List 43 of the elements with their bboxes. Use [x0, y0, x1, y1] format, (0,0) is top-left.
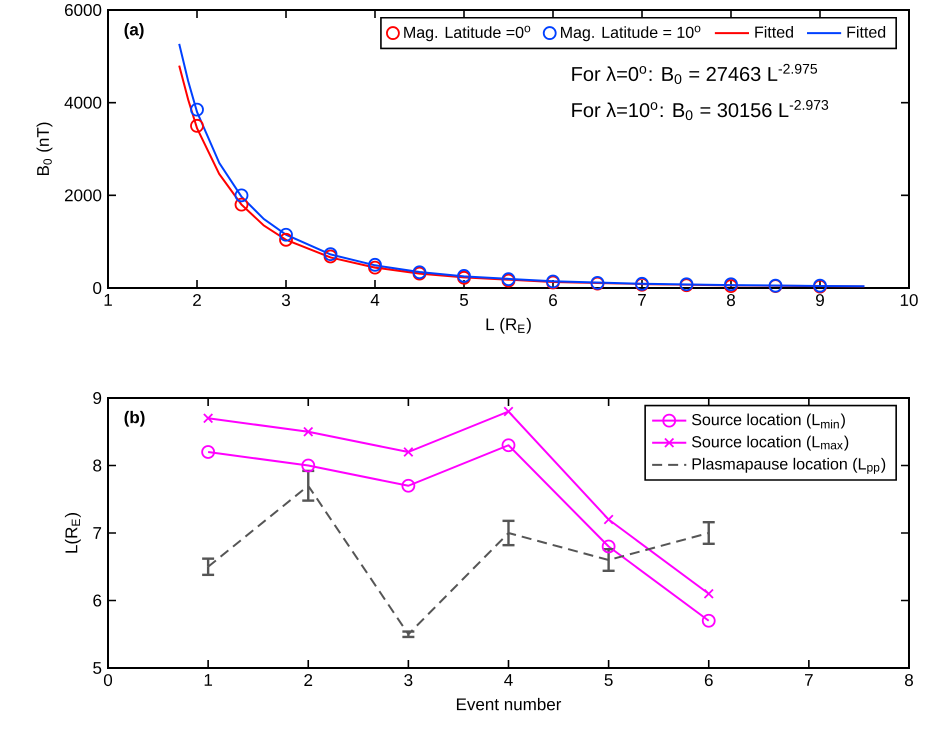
x-tick-label: 5	[460, 294, 468, 306]
legend-label: Fitted	[847, 26, 886, 38]
y-tick-label: 6000	[65, 4, 102, 16]
x-tick-label: 1	[204, 674, 212, 686]
x-tick-label: 7	[638, 294, 646, 306]
y-tick-label: 6	[93, 594, 102, 607]
y-tick-label: 4000	[64, 96, 102, 109]
x-tick-label: 4	[370, 294, 380, 306]
y-tick-label: 8	[93, 460, 102, 472]
x-axis-title: L (R$_{E}$)	[486, 318, 531, 334]
x-tick-label: 3	[404, 674, 412, 686]
annotation: For λ=0$^{o}$: B$_{0}$ = 27463 L$^{-2.975}$	[572, 64, 818, 84]
x-tick-label: 5	[604, 674, 613, 686]
annotation: For λ=10$^{o}$: B$_{0}$ = 30156 L$^{-2.973}$	[572, 100, 828, 120]
x-tick-label: 2	[193, 294, 201, 306]
legend-label: Source location (L$_{min}$)	[692, 414, 845, 428]
x-tick-label: 1	[104, 294, 112, 306]
y-tick-label: 2000	[64, 189, 102, 202]
x-axis-title: Event number	[456, 698, 562, 710]
x-tick-label: 6	[704, 674, 713, 686]
x-tick-label: 4	[504, 674, 513, 686]
x-tick-label: 0	[104, 674, 112, 686]
y-axis-title: B$_{0}$ (nT)	[36, 122, 52, 176]
x-tick-label: 8	[727, 294, 735, 306]
annotation: (a)	[124, 23, 144, 39]
legend-label: Mag. Latitude =0$^{o}$	[404, 26, 530, 42]
x-tick-label: 2	[304, 674, 312, 686]
y-axis-title: L(R$_{E}$)	[64, 513, 81, 553]
y-tick-label: 9	[93, 392, 102, 404]
legend-label: Plasmapause location (L$_{pp}$)	[692, 458, 886, 474]
y-tick-label: 5	[93, 662, 102, 674]
y-tick-label: 0	[93, 282, 102, 294]
legend-label: Mag. Latitude = 10$^{o}$	[561, 26, 700, 42]
legend-label: Fitted	[755, 26, 793, 38]
x-tick-label: 9	[816, 294, 824, 306]
x-tick-label: 3	[282, 294, 290, 306]
annotation: (b)	[124, 410, 145, 427]
x-tick-label: 6	[549, 294, 557, 306]
x-tick-label: 7	[805, 674, 813, 686]
x-tick-label: 8	[905, 674, 913, 686]
y-tick-label: 7	[93, 527, 102, 539]
x-tick-label: 10	[900, 294, 918, 306]
legend-label: Source location (L$_{max}$)	[692, 436, 848, 451]
